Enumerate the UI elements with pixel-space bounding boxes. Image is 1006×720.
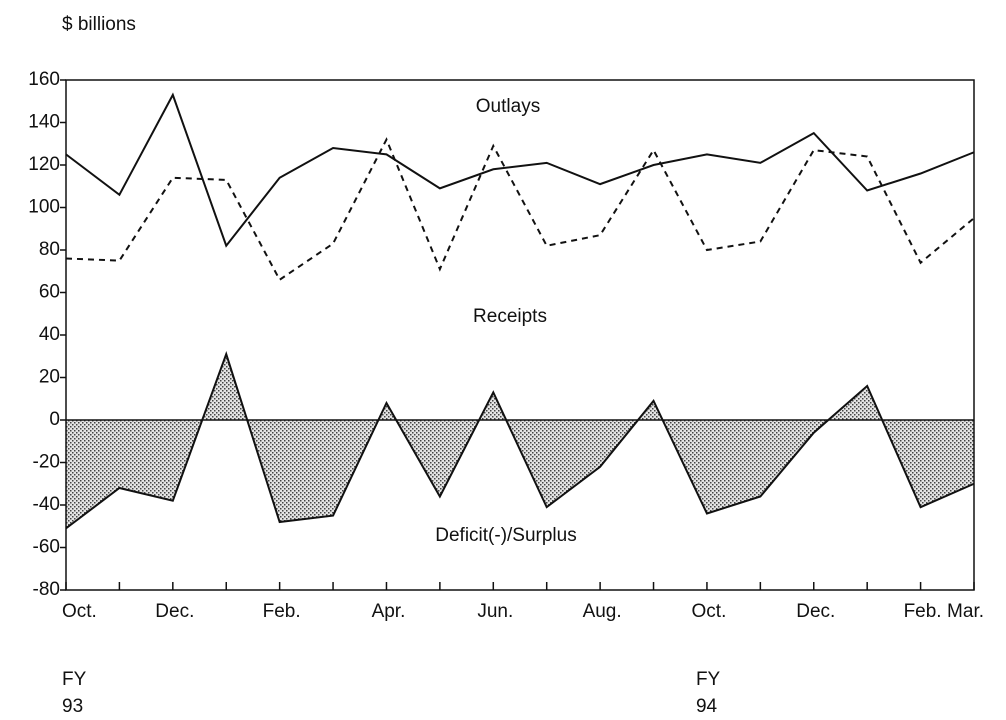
y-tick-label: 20: [39, 367, 60, 388]
x-tick-label: Oct.: [692, 601, 727, 622]
fiscal-year-label: FY: [62, 669, 87, 690]
y-tick-label: 120: [28, 154, 60, 175]
series-line: [65, 92, 975, 248]
y-tick-label: 160: [28, 69, 60, 90]
series-label: Outlays: [476, 96, 540, 117]
series-label: Receipts: [473, 306, 547, 327]
y-tick-label: 60: [39, 282, 60, 303]
deficit-shading: [66, 354, 974, 529]
y-tick-label: 140: [28, 112, 60, 133]
x-tick-label: Dec.: [796, 601, 835, 622]
x-tick-label: Aug.: [583, 601, 622, 622]
x-tick-label: Mar.: [947, 601, 984, 622]
x-tick-label: Dec.: [155, 601, 194, 622]
series-line: [65, 137, 975, 282]
y-tick-label: -60: [33, 537, 60, 558]
y-tick-label: 80: [39, 239, 60, 260]
plot-frame: [65, 79, 975, 591]
series-line: [65, 351, 975, 530]
fiscal-year-label: 93: [62, 696, 83, 717]
x-tick-label: Jun.: [477, 601, 513, 622]
y-tick-label: 40: [39, 324, 60, 345]
y-tick-label: -80: [33, 579, 60, 600]
x-tick-label: Apr.: [372, 601, 406, 622]
series-label: Deficit(-)/Surplus: [435, 525, 576, 546]
fiscal-year-label: 94: [696, 696, 718, 717]
y-tick-label: 0: [49, 409, 60, 430]
fiscal-year-label: FY: [696, 669, 721, 690]
y-axis-label: $ billions: [62, 14, 136, 35]
x-tick-label: Feb.: [904, 601, 942, 622]
y-tick-label: -40: [33, 494, 60, 515]
y-tick-label: 100: [28, 197, 60, 218]
x-tick-label: Feb.: [263, 601, 301, 622]
x-tick-label: Oct.: [62, 601, 97, 622]
y-tick-label: -20: [33, 452, 60, 473]
